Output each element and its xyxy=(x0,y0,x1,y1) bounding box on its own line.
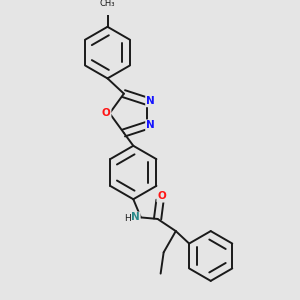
Text: N: N xyxy=(146,120,155,130)
Text: CH₃: CH₃ xyxy=(100,0,115,8)
Text: N: N xyxy=(146,96,155,106)
Text: O: O xyxy=(158,191,166,202)
Text: N: N xyxy=(131,212,140,222)
Text: O: O xyxy=(102,108,110,118)
Text: H: H xyxy=(124,214,130,223)
